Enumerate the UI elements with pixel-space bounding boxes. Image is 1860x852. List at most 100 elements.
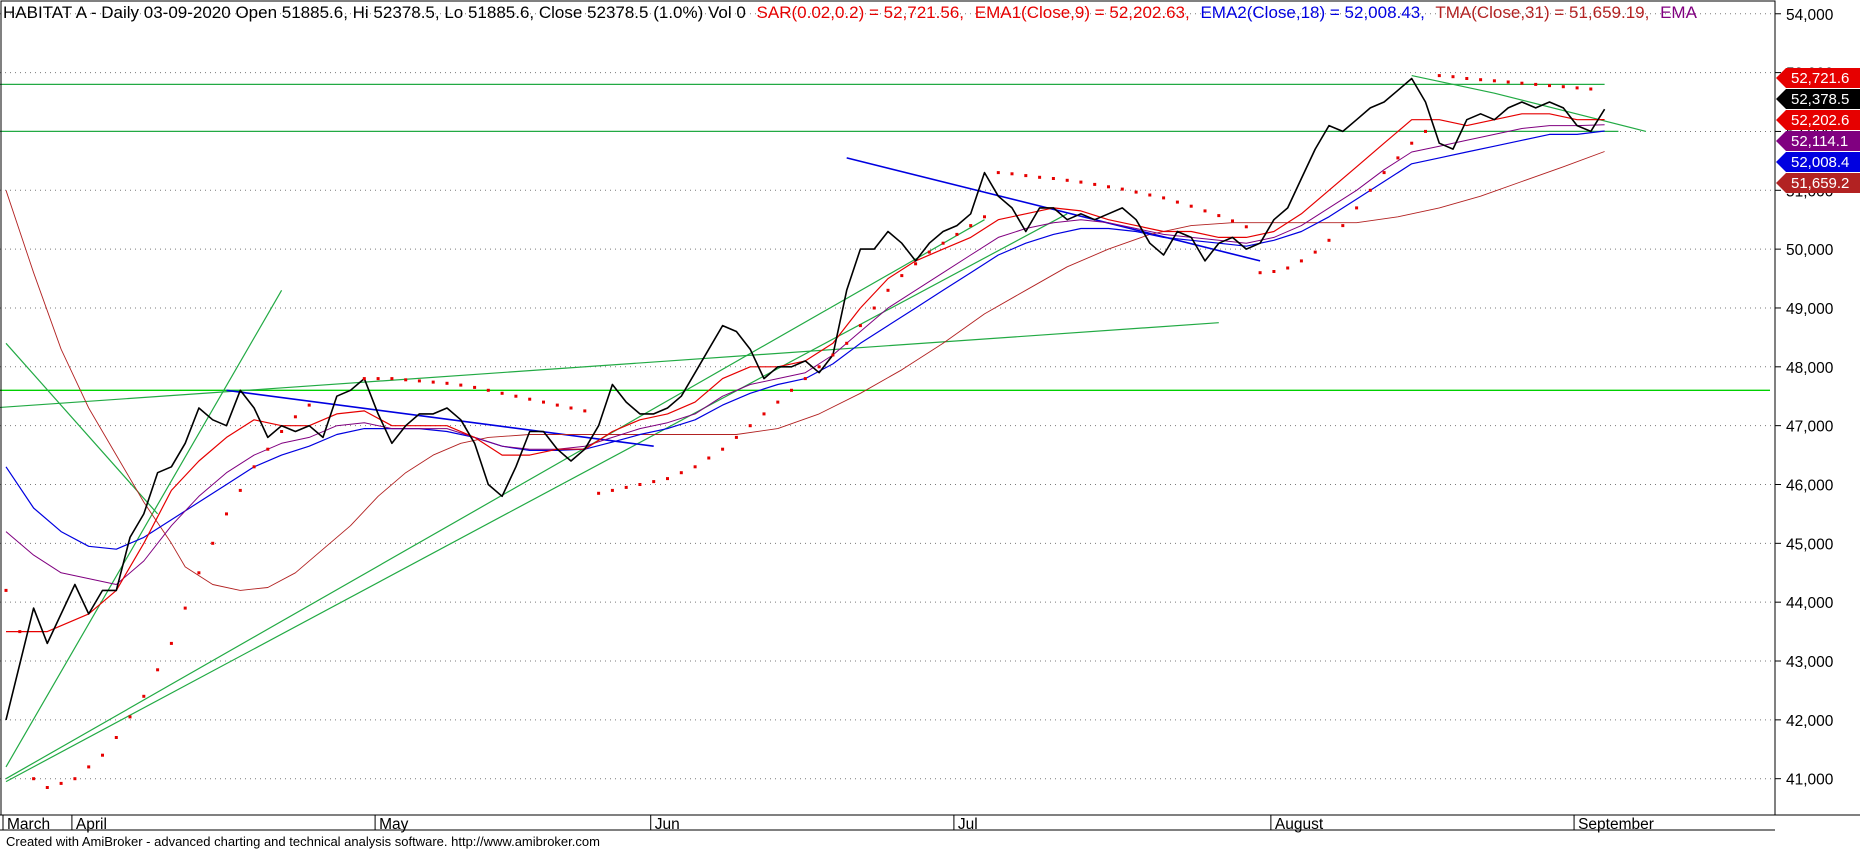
header-symbol-line: HABITAT A - Daily 03-09-2020 Open 51885.… [3,3,746,22]
trendlines [0,75,1770,783]
header-ema3: EMA [1660,3,1698,22]
sar-dot [652,480,656,484]
trendline [1411,75,1647,132]
value-tag: 52,114.1 [1776,131,1860,151]
sar-dot [776,400,780,404]
sar-dot [142,694,146,698]
sar-dot [1506,80,1510,84]
sar-dot [1313,250,1317,254]
x-tick-label: March [7,816,50,833]
sar-dot [431,380,435,384]
sar-dot [1424,129,1427,133]
sar-dot [1162,196,1166,200]
sar-dot [486,388,490,392]
sar-dot [748,424,752,428]
sar-dot [417,379,421,383]
x-tick-label: Jul [958,816,978,833]
trendline [5,342,159,515]
sar-dot [197,571,201,575]
sar-dot [473,385,477,389]
y-tick-label: 47,000 [1786,419,1834,436]
sar-dot [87,765,91,769]
sar-dot [1093,182,1097,186]
header-sar: SAR(0.02,0.2) = 52,721.56, [757,3,964,22]
series-close [5,77,1606,721]
value-tag: 52,378.5 [1776,89,1860,109]
sar-dot [183,606,187,610]
sar-dot [362,377,366,381]
sar-dot [1437,74,1441,78]
sar-dot [128,715,132,719]
sar-dot [1396,156,1400,160]
sar-dot [404,378,408,382]
trendline [846,157,1261,262]
sar-dot [500,391,504,395]
sar-dot [969,224,973,228]
sar-dot [1148,193,1152,197]
value-tag-label: 52,378.5 [1791,91,1849,108]
sar-dot [1217,214,1221,218]
x-tick-label: September [1578,816,1654,833]
sar-dot [734,435,738,439]
trendline [226,389,654,447]
sar-dot [1327,238,1331,242]
sar-dot [666,477,669,481]
sar-dot [1410,141,1414,145]
footer-credit: Created with AmiBroker - advanced charti… [6,834,600,849]
chart-header: HABITAT A - Daily 03-09-2020 Open 51885.… [3,3,1698,22]
sar-dot [597,491,601,495]
sar-dot [390,377,394,381]
y-tick-label: 45,000 [1786,536,1834,553]
sar-dot [1272,270,1276,273]
sar-dot [1589,87,1593,91]
sar-dot [101,753,104,757]
sar-dot [790,388,793,392]
sar-dot [1175,200,1179,204]
sar-dot [156,668,160,672]
sar-dot [376,377,380,381]
sar-dot [514,394,518,398]
sar-dot [886,288,890,292]
sar-dot [1355,206,1359,210]
sar-dot [1382,171,1386,175]
sar-dot [59,781,63,785]
sar-dot [872,306,876,310]
sar-dot [1492,79,1496,83]
sar-dot [459,383,463,387]
y-tick-label: 44,000 [1786,595,1834,612]
sar-dot [238,488,242,492]
value-tag-label: 51,659.2 [1791,175,1849,192]
sar-dot [583,409,587,413]
sar-dot [1231,219,1234,223]
sar-dot [266,447,270,451]
sar-dot [1534,82,1538,86]
sar-dot [1561,85,1565,89]
sar-dot [1203,209,1207,213]
sar-dot [955,232,959,236]
sar-dot [280,430,284,433]
sar-dot [638,483,642,486]
sar-dot [1038,175,1042,179]
trendline [5,213,1068,783]
sar-dot [252,465,256,469]
sar-dot [1575,86,1579,90]
sar-dot [114,736,118,739]
sar-dot [1024,174,1028,178]
value-tag-label: 52,202.6 [1791,112,1849,129]
sar-dot [73,777,77,781]
sar-dot [941,241,945,245]
sar-dot [927,250,931,254]
sar-dot [4,588,8,592]
value-tag-label: 52,114.1 [1791,133,1848,150]
sar-dot [445,381,449,385]
sar-dot [1107,185,1110,189]
sar-dot [1244,225,1248,229]
sar-dot [225,512,228,516]
sar-dot [211,541,215,545]
sar-dot [1258,271,1262,275]
sar-dot [1465,77,1469,80]
header-tma: TMA(Close,31) = 51,659.19, [1435,3,1649,22]
sar-dot [831,353,835,357]
sar-dot [803,377,807,381]
